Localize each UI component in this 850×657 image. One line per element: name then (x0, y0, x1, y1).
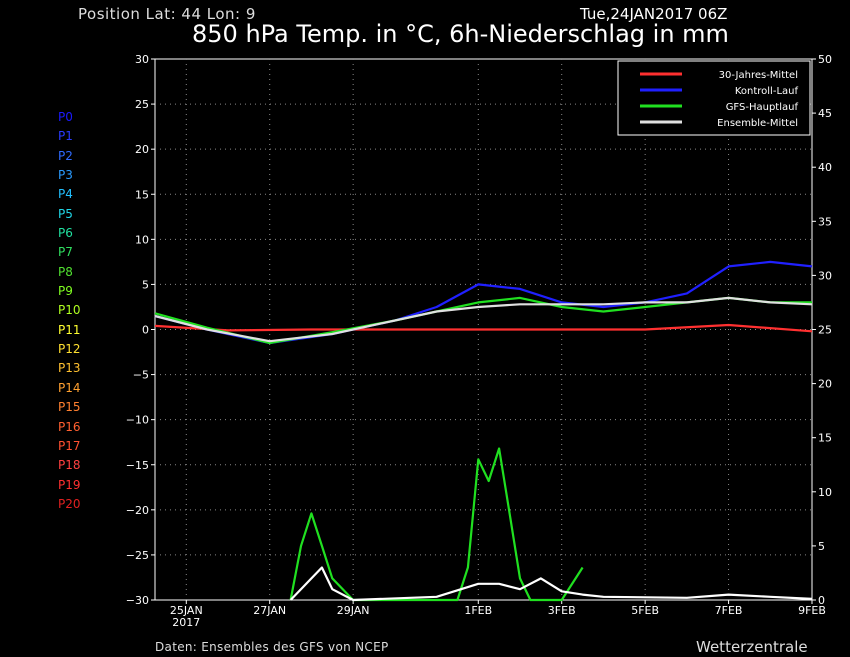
member-label-p12: P12 (58, 342, 81, 357)
left-tick-label: −10 (126, 414, 149, 427)
member-label-p18: P18 (58, 458, 81, 473)
left-tick-label: 5 (142, 278, 149, 291)
left-tick-label: 30 (135, 53, 149, 66)
data-source: Daten: Ensembles des GFS von NCEP (155, 640, 389, 654)
chart-title: 850 hPa Temp. in °C, 6h-Niederschlag in … (192, 20, 729, 48)
series-line (154, 296, 812, 345)
left-tick-label: 15 (135, 188, 149, 201)
right-tick-label: 0 (818, 594, 825, 607)
member-label-p6: P6 (58, 226, 73, 241)
member-label-p3: P3 (58, 168, 73, 183)
series-line (289, 447, 584, 602)
member-label-p19: P19 (58, 477, 81, 492)
series-line (154, 296, 813, 343)
member-label-p14: P14 (58, 380, 81, 395)
x-tick-label: 7FEB (715, 604, 743, 617)
legend-label: 30-Jahres-Mittel (719, 70, 798, 81)
member-label-p0: P0 (58, 110, 73, 124)
series-line (289, 566, 813, 602)
left-tick-label: −15 (126, 459, 149, 472)
brand-label: Wetterzentrale (696, 638, 808, 656)
member-label-p17: P17 (58, 438, 81, 453)
right-tick-label: 50 (818, 53, 832, 66)
right-tick-label: 5 (818, 540, 825, 553)
member-label-p1: P1 (58, 129, 73, 144)
left-tick-label: −20 (126, 504, 149, 517)
ensemble-member-list: P0 P1 P2 P3 P4 P5 P6 P7 P8 P9 P10 P11 P12 P13 P14 P15 P1… (58, 108, 81, 514)
member-label-p10: P10 (58, 303, 81, 318)
member-label-p2: P2 (58, 148, 73, 163)
run-date: Tue,24JAN2017 06Z (580, 5, 728, 23)
x-tick-label: 25JAN (170, 604, 203, 617)
legend-label: GFS-Hauptlauf (726, 102, 799, 113)
member-label-p20: P20 (58, 496, 81, 511)
member-label-p15: P15 (58, 400, 81, 415)
member-label-p8: P8 (58, 264, 73, 279)
member-label-p9: P9 (58, 284, 73, 299)
left-tick-label: −25 (126, 549, 149, 562)
left-tick-label: 10 (135, 233, 149, 246)
position-label: Position Lat: 44 Lon: 9 (78, 5, 256, 23)
series-line (154, 323, 813, 333)
member-label-p4: P4 (58, 187, 73, 202)
x-tick-label: 5FEB (631, 604, 659, 617)
member-label-p13: P13 (58, 361, 81, 376)
right-tick-label: 35 (818, 215, 832, 228)
left-tick-label: 0 (142, 324, 149, 337)
x-tick-label: 27JAN (253, 604, 286, 617)
member-label-p16: P16 (58, 419, 81, 434)
member-label-p5: P5 (58, 206, 73, 221)
member-label-p11: P11 (58, 322, 81, 337)
legend-label: Kontroll-Lauf (735, 86, 799, 97)
right-tick-label: 10 (818, 486, 832, 499)
x-tick-label: 1FEB (464, 604, 492, 617)
right-tick-label: 30 (818, 269, 832, 282)
right-tick-label: 15 (818, 432, 832, 445)
right-tick-label: 20 (818, 378, 832, 391)
x-tick-label: 29JAN (337, 604, 370, 617)
left-tick-label: 25 (135, 98, 149, 111)
left-tick-label: −30 (126, 594, 149, 607)
member-label-p7: P7 (58, 245, 73, 260)
x-tick-label: 3FEB (548, 604, 576, 617)
x-tick-sublabel: 2017 (172, 616, 200, 629)
left-tick-label: −5 (133, 369, 149, 382)
right-tick-label: 45 (818, 107, 832, 120)
legend-label: Ensemble-Mittel (717, 118, 798, 129)
x-tick-label: 9FEB (798, 604, 826, 617)
right-tick-label: 40 (818, 161, 832, 174)
right-tick-label: 25 (818, 324, 832, 337)
left-tick-label: 20 (135, 143, 149, 156)
